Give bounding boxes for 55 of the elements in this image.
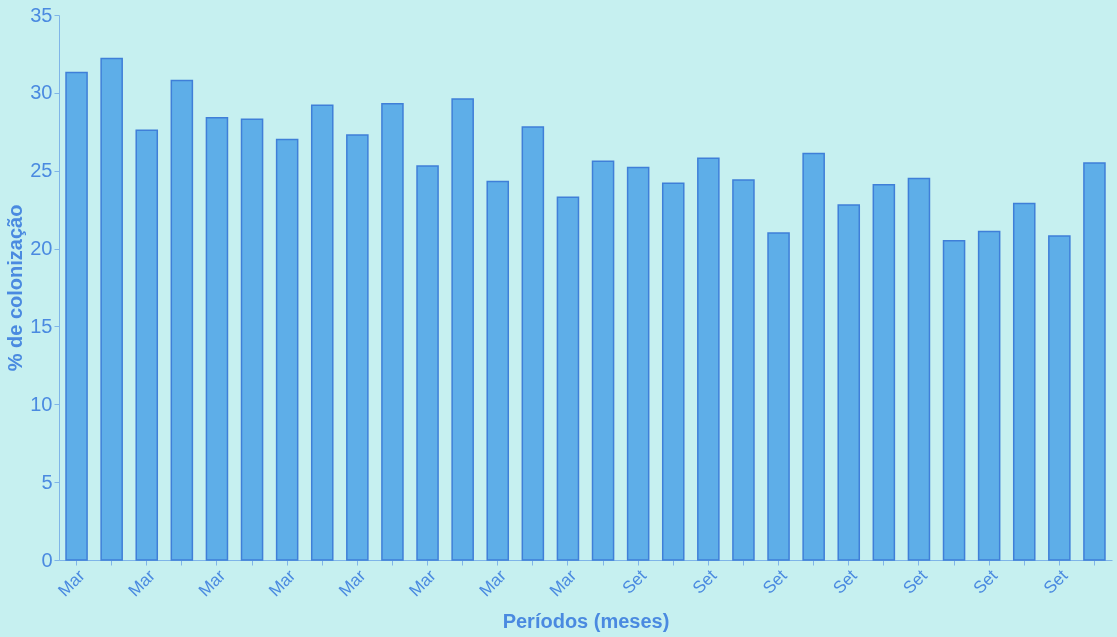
x-tick-label: Set [688,565,721,598]
bar [240,118,264,561]
bar [100,57,123,561]
y-tick-label: 0 [41,548,53,571]
x-tick-label: Mar [124,565,160,601]
bar [977,230,1001,561]
x-tick-label: Set [829,565,861,598]
y-tick-label: 25 [30,159,53,182]
bar [205,117,229,561]
bar [907,177,931,561]
bar [767,232,790,561]
bar [381,103,404,561]
x-tick-label: Set [1039,565,1072,598]
x-tick-label: Mar [194,565,230,601]
bar [1012,202,1036,561]
bar [626,166,650,561]
bar [135,129,159,561]
y-axis-title: % de colonização [4,204,27,372]
x-axis-title: Períodos (meses) [502,609,670,632]
bar [416,165,439,561]
bar [486,180,510,561]
bar [310,104,334,561]
bar [837,204,861,561]
y-tick-label: 30 [30,81,53,104]
bar [346,134,369,561]
x-tick-label: Mar [265,565,300,601]
bar [697,157,720,561]
bar [942,240,966,561]
bar [1048,235,1071,561]
x-tick-label: Mar [54,565,89,601]
bar [872,183,896,561]
y-tick-label: 35 [30,3,53,26]
y-tick-label: 10 [30,392,53,415]
y-tick-label: 5 [41,470,53,493]
x-tick-label: Mar [405,565,440,601]
bar [661,182,685,561]
x-tick-label: Set [618,565,651,598]
bar [591,160,615,561]
bar [275,138,299,561]
y-tick-label: 15 [30,314,53,337]
bar [451,98,474,561]
x-tick-label: Set [759,565,791,598]
bar [170,79,194,561]
bar [521,126,545,561]
x-tick-label: Mar [545,565,581,601]
x-tick-label: Mar [335,565,370,601]
x-tick-label: Set [899,565,932,598]
bar [556,196,580,561]
bar [732,179,755,561]
bar [65,71,88,561]
y-tick-label: 20 [30,237,53,260]
bar [1083,162,1106,561]
x-tick-label: Mar [475,565,511,601]
bar [802,152,825,561]
x-tick-label: Set [969,565,1002,598]
